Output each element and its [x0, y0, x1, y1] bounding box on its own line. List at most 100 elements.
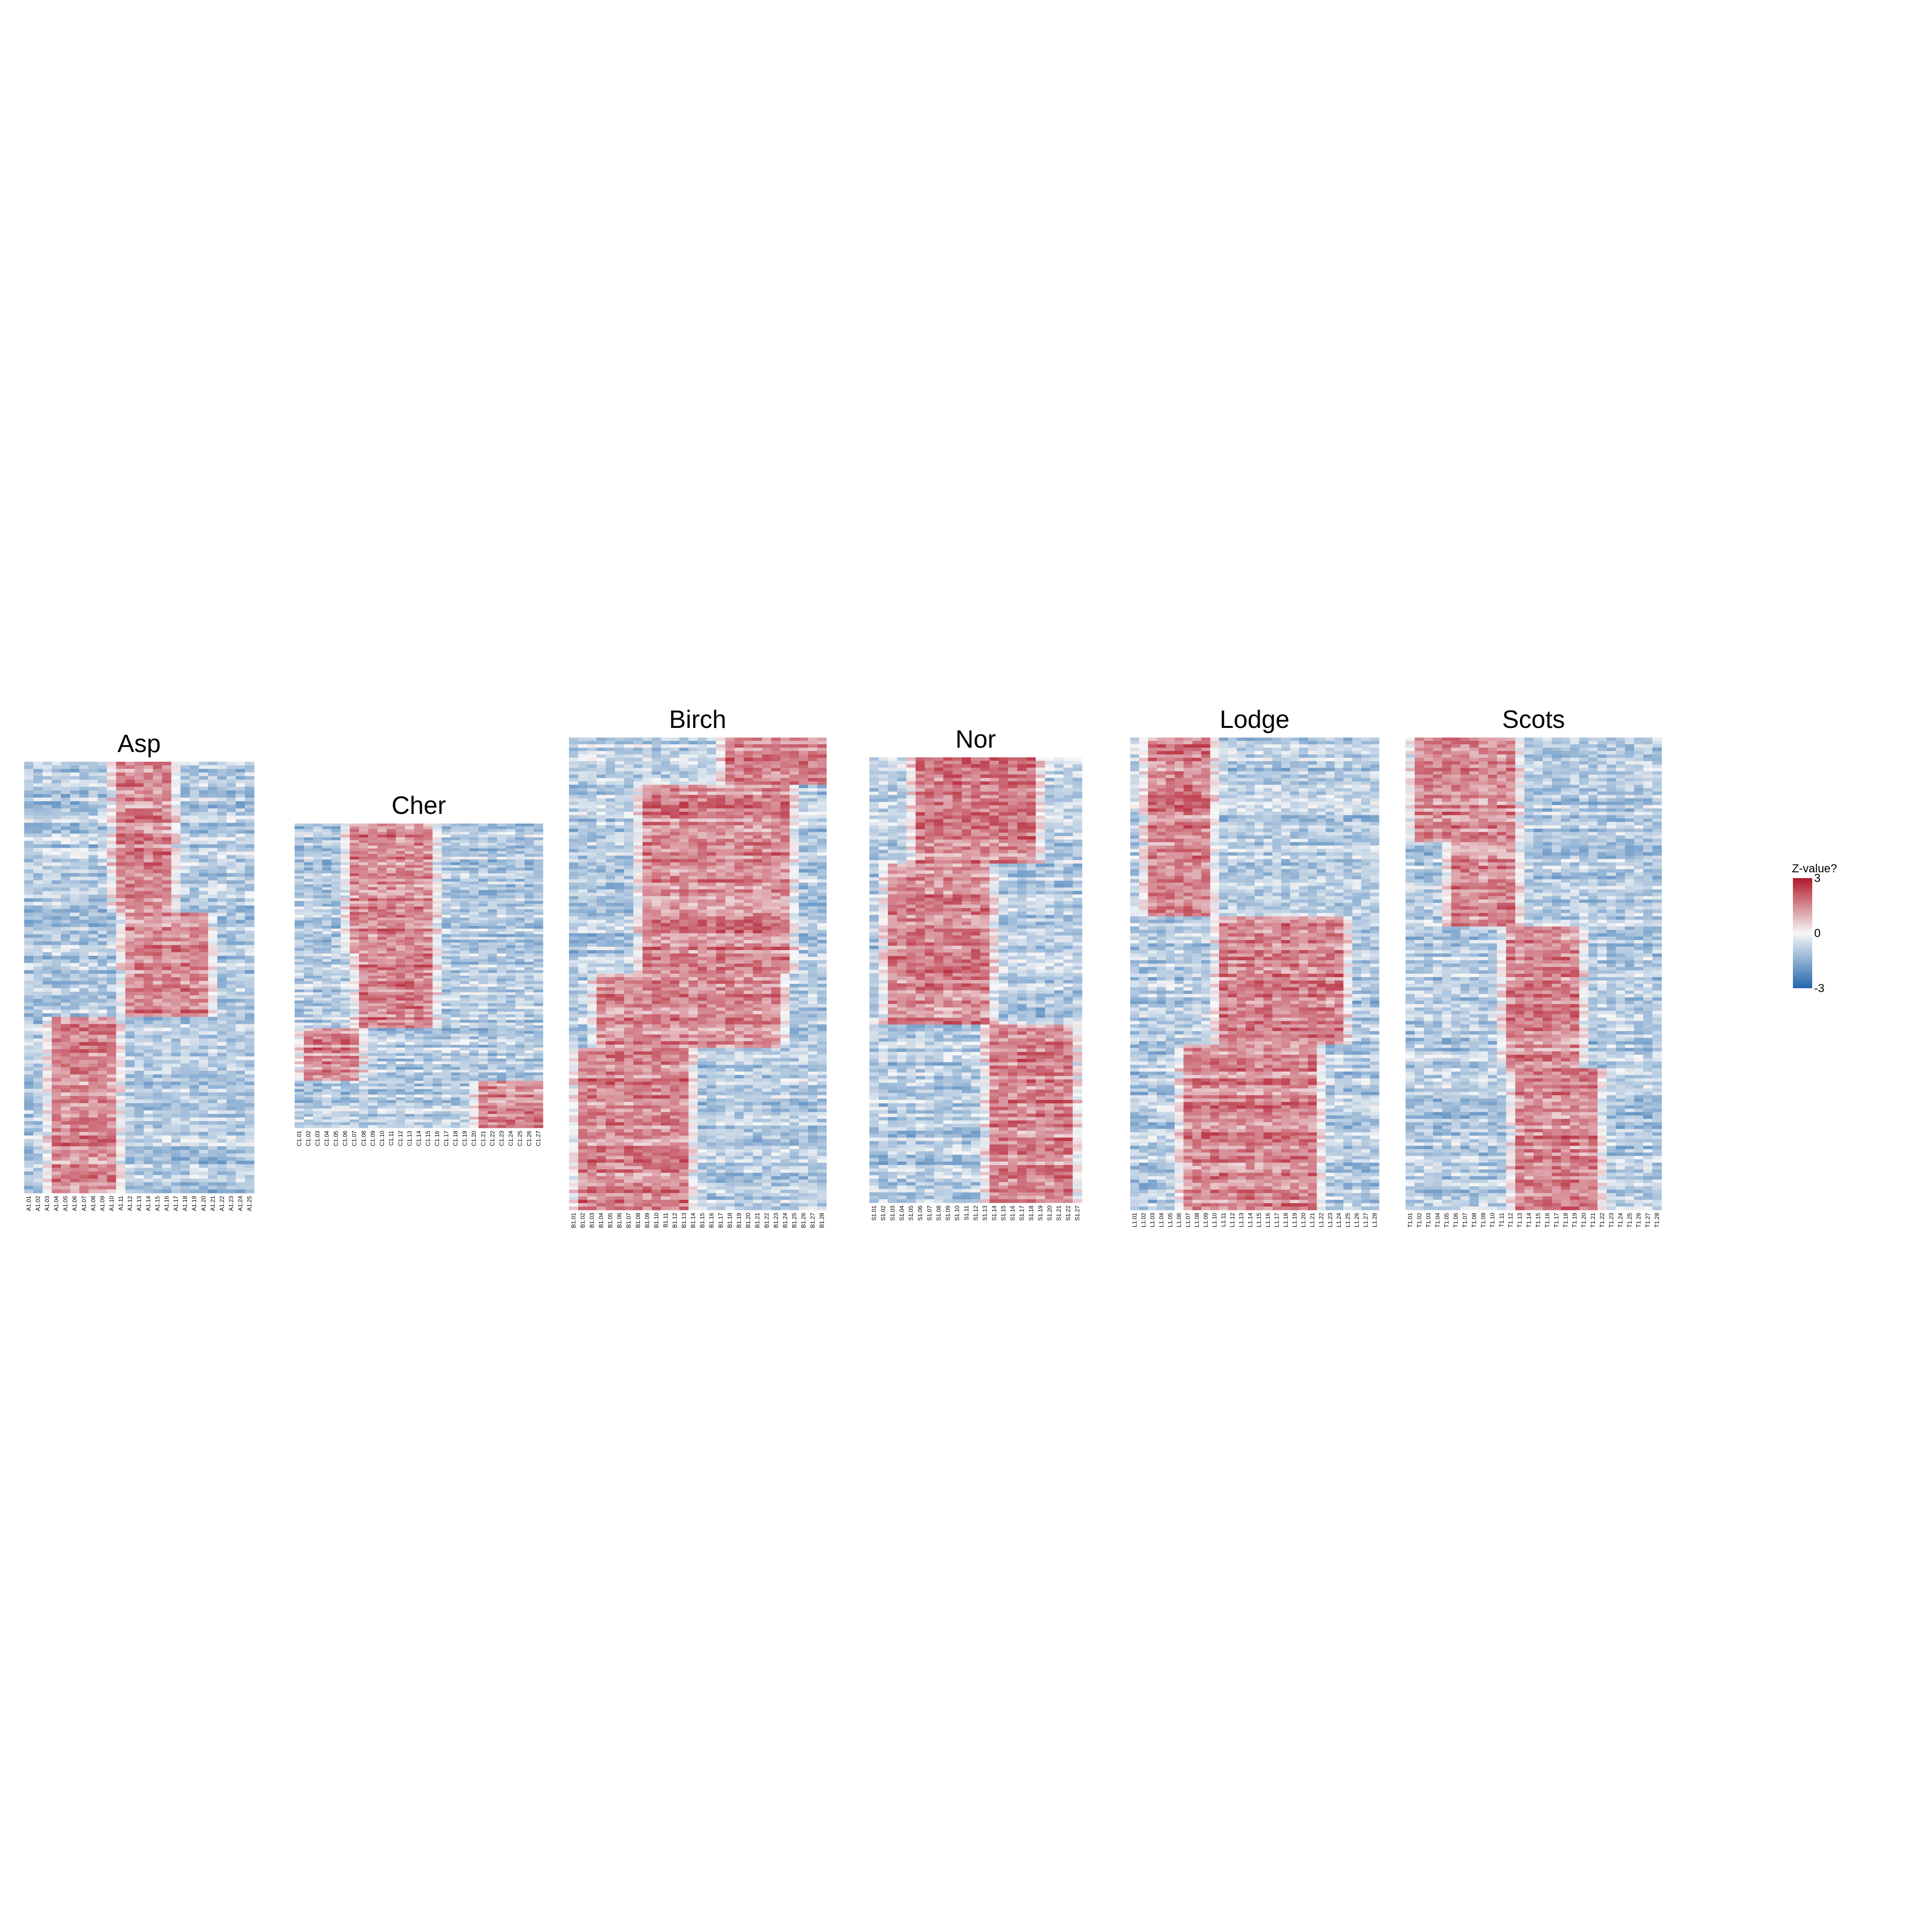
- heatmap-cell: [52, 1107, 61, 1110]
- heatmap-cell: [125, 1168, 135, 1172]
- heatmap-cell: [350, 851, 359, 854]
- heatmap-cell: [43, 1179, 52, 1182]
- heatmap-cell: [190, 916, 199, 920]
- heatmap-cell: [52, 841, 61, 845]
- heatmap-cell: [52, 1067, 61, 1071]
- heatmap-cell: [469, 859, 479, 862]
- heatmap-cell: [217, 852, 227, 855]
- heatmap-cell: [405, 942, 414, 945]
- heatmap-cell: [295, 870, 304, 873]
- heatmap-cell: [98, 769, 107, 773]
- heatmap-cell: [322, 923, 332, 926]
- heatmap-cell: [153, 981, 163, 985]
- heatmap-cell: [144, 1096, 154, 1100]
- heatmap-cell: [79, 1071, 89, 1075]
- heatmap-cell: [414, 948, 424, 951]
- heatmap-cell: [341, 948, 350, 951]
- heatmap-cell: [70, 984, 80, 988]
- heatmap-cell: [359, 1011, 369, 1014]
- heatmap-cell: [88, 812, 98, 816]
- heatmap-cell: [79, 1056, 89, 1060]
- heatmap-cell: [368, 868, 378, 871]
- heatmap-cell: [488, 835, 497, 838]
- heatmap-cell: [153, 848, 163, 852]
- heatmap-cell: [52, 974, 61, 978]
- heatmap-cell: [368, 898, 378, 901]
- heatmap-cell: [88, 1096, 98, 1100]
- heatmap-cell: [171, 1114, 181, 1118]
- heatmap-cell: [396, 876, 405, 879]
- heatmap-cell: [414, 901, 424, 904]
- heatmap-cell: [359, 951, 369, 953]
- heatmap-cell: [190, 891, 199, 895]
- heatmap-cell: [236, 884, 245, 888]
- heatmap-cell: [396, 1023, 405, 1025]
- heatmap-cell: [88, 981, 98, 985]
- heatmap-cell: [386, 826, 396, 829]
- heatmap-cell: [33, 848, 43, 852]
- heatmap-cell: [322, 909, 332, 912]
- heatmap-cell: [190, 1175, 199, 1179]
- heatmap-cell: [199, 819, 209, 823]
- heatmap-cell: [525, 840, 534, 843]
- heatmap-cell: [33, 913, 43, 917]
- heatmap-cell: [116, 1179, 126, 1182]
- heatmap-cell: [245, 1074, 255, 1078]
- heatmap-cell: [424, 1011, 433, 1014]
- heatmap-cell: [52, 859, 61, 863]
- column-label: A1.09: [99, 1196, 106, 1211]
- heatmap-cell: [227, 931, 236, 935]
- heatmap-cell: [144, 1107, 154, 1110]
- heatmap-cell: [153, 949, 163, 952]
- heatmap-cell: [70, 952, 80, 956]
- heatmap-cell: [199, 909, 209, 913]
- heatmap-cell: [88, 1139, 98, 1143]
- heatmap-cell: [313, 920, 323, 923]
- heatmap-cell: [424, 995, 433, 998]
- heatmap-cell: [98, 945, 107, 949]
- heatmap-cell: [79, 884, 89, 888]
- heatmap-cell: [506, 926, 516, 929]
- heatmap-cell: [322, 940, 332, 943]
- heatmap-cell: [534, 846, 543, 849]
- heatmap-cell: [116, 984, 126, 988]
- heatmap-cell: [350, 832, 359, 835]
- heatmap-cell: [153, 805, 163, 809]
- heatmap-cell: [460, 879, 470, 882]
- heatmap-cell: [125, 776, 135, 780]
- heatmap-cell: [125, 1053, 135, 1057]
- heatmap-cell: [134, 1093, 144, 1096]
- heatmap-cell: [322, 881, 332, 884]
- heatmap-cell: [162, 881, 172, 884]
- heatmap-cell: [227, 938, 236, 942]
- heatmap-cell: [405, 868, 414, 871]
- heatmap-cell: [322, 981, 332, 984]
- heatmap-cell: [208, 1150, 218, 1154]
- heatmap-cell: [313, 895, 323, 898]
- heatmap-cell: [171, 1081, 181, 1085]
- heatmap-cell: [442, 912, 452, 915]
- heatmap-cell: [295, 918, 304, 921]
- heatmap-cell: [208, 941, 218, 945]
- heatmap-cell: [190, 855, 199, 859]
- heatmap-cell: [116, 963, 126, 967]
- heatmap-cell: [125, 1093, 135, 1096]
- heatmap-cell: [116, 1103, 126, 1107]
- heatmap-cell: [442, 918, 452, 921]
- heatmap-cell: [304, 873, 313, 876]
- heatmap-cell: [181, 906, 190, 909]
- heatmap-cell: [70, 995, 80, 999]
- heatmap-cell: [125, 834, 135, 838]
- heatmap-cell: [52, 1186, 61, 1190]
- heatmap-cell: [88, 797, 98, 801]
- heatmap-cell: [181, 995, 190, 999]
- heatmap-cell: [61, 909, 71, 913]
- heatmap-cell: [515, 1006, 525, 1009]
- heatmap-cell: [341, 895, 350, 898]
- heatmap-cell: [181, 848, 190, 852]
- heatmap-cell: [377, 824, 387, 826]
- heatmap-cell: [153, 826, 163, 830]
- heatmap-cell: [424, 843, 433, 846]
- heatmap-cell: [322, 851, 332, 854]
- heatmap-cell: [313, 854, 323, 857]
